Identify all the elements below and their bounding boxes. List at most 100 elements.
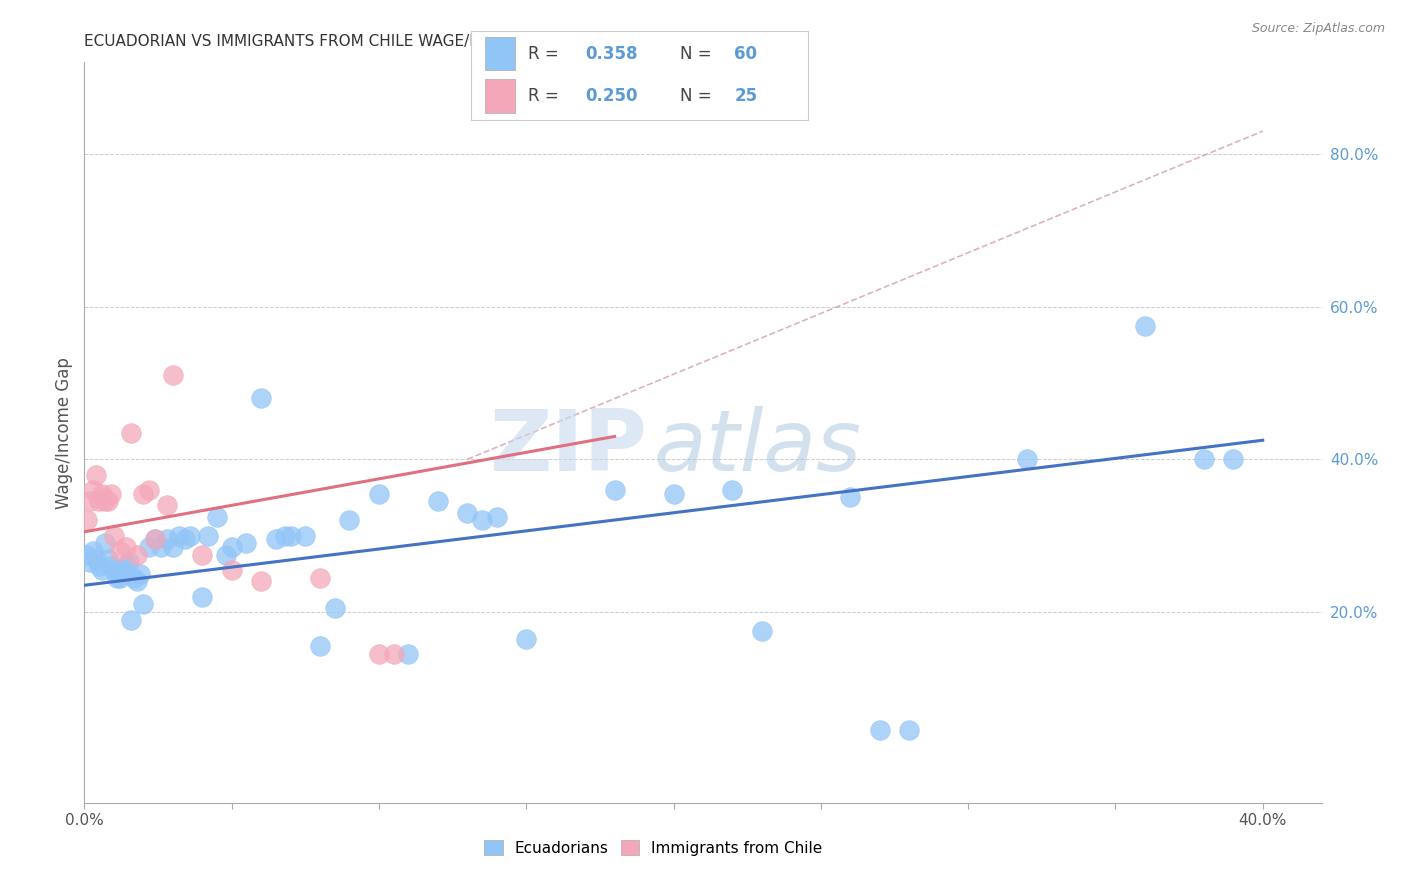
Point bbox=[382, 647, 405, 661]
Point bbox=[603, 483, 626, 497]
Point bbox=[91, 563, 114, 577]
Point bbox=[87, 559, 110, 574]
Text: Source: ZipAtlas.com: Source: ZipAtlas.com bbox=[1251, 22, 1385, 36]
Point bbox=[84, 551, 107, 566]
Point bbox=[191, 548, 214, 562]
Point bbox=[100, 486, 122, 500]
Point bbox=[221, 540, 243, 554]
Point bbox=[294, 529, 316, 543]
Point bbox=[515, 632, 537, 646]
Point bbox=[162, 540, 184, 554]
Text: N =: N = bbox=[681, 45, 717, 62]
Point bbox=[91, 486, 114, 500]
Text: 0.250: 0.250 bbox=[586, 87, 638, 105]
Point bbox=[368, 647, 391, 661]
Point bbox=[156, 533, 179, 547]
Point bbox=[721, 483, 744, 497]
Bar bbox=[485, 37, 515, 70]
Point bbox=[205, 509, 228, 524]
Point bbox=[143, 533, 166, 547]
Point bbox=[82, 544, 104, 558]
Point bbox=[250, 391, 273, 405]
Point bbox=[869, 723, 891, 738]
Point bbox=[138, 540, 160, 554]
Point bbox=[250, 574, 273, 589]
Point bbox=[132, 598, 155, 612]
Point bbox=[138, 483, 160, 497]
Point bbox=[76, 548, 98, 562]
Point bbox=[121, 613, 143, 627]
Text: 25: 25 bbox=[734, 87, 758, 105]
Point bbox=[426, 494, 449, 508]
Point bbox=[179, 529, 201, 543]
Text: ECUADORIAN VS IMMIGRANTS FROM CHILE WAGE/INCOME GAP CORRELATION CHART: ECUADORIAN VS IMMIGRANTS FROM CHILE WAGE… bbox=[84, 34, 737, 49]
Point bbox=[309, 640, 332, 654]
Point bbox=[103, 529, 125, 543]
Point bbox=[339, 513, 361, 527]
Point bbox=[191, 590, 214, 604]
Point bbox=[82, 483, 104, 497]
Point bbox=[129, 566, 152, 581]
Text: ZIP: ZIP bbox=[489, 406, 647, 489]
Point bbox=[485, 509, 508, 524]
Point bbox=[156, 498, 179, 512]
Point bbox=[143, 533, 166, 547]
Point bbox=[121, 425, 143, 440]
Text: 0.358: 0.358 bbox=[586, 45, 638, 62]
Text: 60: 60 bbox=[734, 45, 758, 62]
Point bbox=[127, 574, 149, 589]
Y-axis label: Wage/Income Gap: Wage/Income Gap bbox=[55, 357, 73, 508]
Point bbox=[396, 647, 419, 661]
Point bbox=[839, 491, 862, 505]
Point bbox=[215, 548, 238, 562]
Point bbox=[108, 544, 131, 558]
Point bbox=[173, 533, 195, 547]
Point bbox=[235, 536, 257, 550]
Point bbox=[79, 555, 101, 569]
Text: atlas: atlas bbox=[654, 406, 862, 489]
Legend: Ecuadorians, Immigrants from Chile: Ecuadorians, Immigrants from Chile bbox=[478, 834, 830, 862]
Point bbox=[76, 513, 98, 527]
Point bbox=[94, 536, 117, 550]
Point bbox=[368, 486, 391, 500]
Point bbox=[87, 494, 110, 508]
Point bbox=[273, 529, 295, 543]
Point bbox=[132, 486, 155, 500]
Point bbox=[264, 533, 287, 547]
Point bbox=[103, 563, 125, 577]
Text: R =: R = bbox=[529, 45, 564, 62]
Point bbox=[117, 555, 139, 569]
Point bbox=[149, 540, 172, 554]
Point bbox=[114, 540, 136, 554]
Text: R =: R = bbox=[529, 87, 564, 105]
Point bbox=[94, 494, 117, 508]
Point bbox=[111, 563, 134, 577]
Point bbox=[197, 529, 219, 543]
Point bbox=[471, 513, 494, 527]
Point bbox=[114, 559, 136, 574]
Point bbox=[1222, 452, 1244, 467]
Point bbox=[323, 601, 346, 615]
Point bbox=[167, 529, 190, 543]
Bar bbox=[485, 79, 515, 113]
Point bbox=[1015, 452, 1038, 467]
Point bbox=[662, 486, 685, 500]
Point bbox=[105, 571, 128, 585]
Point bbox=[751, 624, 773, 638]
Point bbox=[127, 548, 149, 562]
Point bbox=[100, 559, 122, 574]
Point bbox=[79, 494, 101, 508]
Point bbox=[124, 571, 146, 585]
Point bbox=[1192, 452, 1215, 467]
Point bbox=[456, 506, 478, 520]
Point bbox=[221, 563, 243, 577]
Point bbox=[97, 494, 120, 508]
Point bbox=[898, 723, 921, 738]
Point bbox=[280, 529, 302, 543]
Point bbox=[309, 571, 332, 585]
Point bbox=[84, 467, 107, 482]
Text: N =: N = bbox=[681, 87, 717, 105]
Point bbox=[108, 571, 131, 585]
Point bbox=[162, 368, 184, 383]
Point bbox=[97, 551, 120, 566]
